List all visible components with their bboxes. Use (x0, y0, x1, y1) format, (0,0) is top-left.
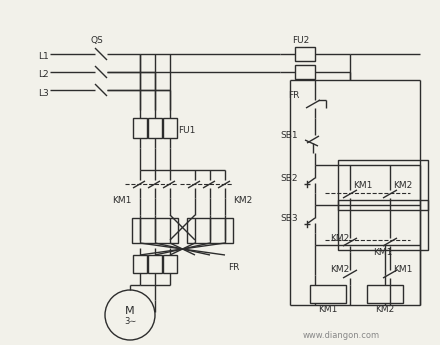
Text: KM2: KM2 (330, 266, 349, 275)
Bar (148, 118, 162, 138)
Text: KM1: KM1 (393, 266, 412, 275)
Bar (132, 218, 178, 243)
Text: KM2: KM2 (233, 196, 252, 205)
Text: FU2: FU2 (292, 36, 309, 45)
Text: L2: L2 (38, 69, 49, 79)
Text: KM2: KM2 (393, 180, 412, 189)
Text: KM1: KM1 (373, 247, 392, 256)
Bar (295, 65, 315, 79)
Text: SB1: SB1 (280, 130, 298, 139)
Bar (148, 255, 162, 273)
Bar (163, 118, 177, 138)
Text: KM2: KM2 (330, 234, 349, 243)
Text: QS: QS (91, 36, 103, 45)
Text: www.diangon.com: www.diangon.com (303, 331, 380, 339)
Text: FR: FR (228, 264, 239, 273)
Text: SB3: SB3 (280, 214, 298, 223)
Text: L1: L1 (38, 51, 49, 60)
Text: L3: L3 (38, 89, 49, 98)
Bar (338, 160, 428, 210)
Text: 3∼: 3∼ (124, 317, 136, 326)
Bar (187, 218, 233, 243)
Text: SB2: SB2 (280, 174, 298, 183)
Text: KM2: KM2 (375, 306, 395, 315)
Bar (163, 255, 177, 273)
Text: KM1: KM1 (112, 196, 132, 205)
Text: KM1: KM1 (318, 306, 337, 315)
Bar (133, 255, 147, 273)
Text: FU1: FU1 (178, 126, 195, 135)
Bar (338, 200, 428, 250)
Bar (367, 285, 403, 303)
Bar (133, 118, 147, 138)
Text: FR: FR (289, 90, 300, 99)
Text: KM1: KM1 (353, 180, 372, 189)
Bar (310, 285, 346, 303)
Text: M: M (125, 306, 135, 316)
Bar (295, 47, 315, 61)
